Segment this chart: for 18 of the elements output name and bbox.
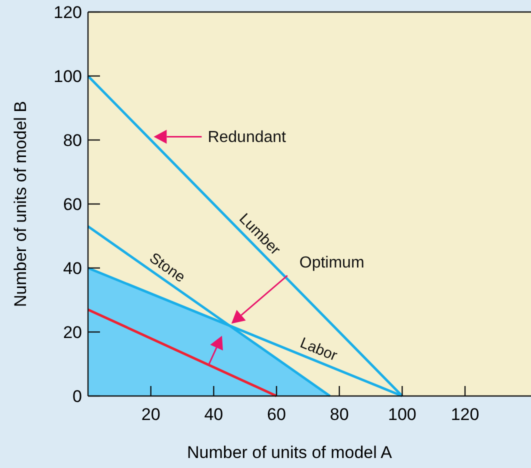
x-tick-label: 40 xyxy=(204,405,224,424)
y-tick-label: 80 xyxy=(63,131,82,150)
y-tick-label: 40 xyxy=(63,259,82,278)
text: Labor xyxy=(298,334,340,365)
x-tick-label: 100 xyxy=(388,405,416,424)
x-tick-label: 60 xyxy=(267,405,286,424)
x-tick-label: 80 xyxy=(330,405,349,424)
annotation: Redundant xyxy=(208,128,287,146)
y-tick-label: 20 xyxy=(63,323,82,342)
annotation: Optimum xyxy=(299,254,364,272)
y-tick-label: 60 xyxy=(63,195,82,214)
x-tick-label: 120 xyxy=(450,405,480,424)
y-tick-label: 0 xyxy=(72,387,82,406)
x-axis-title: Number of units of model A xyxy=(186,443,393,462)
x-tick-label: 20 xyxy=(141,405,160,424)
y-tick-label: 100 xyxy=(54,67,82,86)
y-axis-title: Number of units of model B xyxy=(11,101,30,307)
y-tick-label: 120 xyxy=(54,3,82,22)
